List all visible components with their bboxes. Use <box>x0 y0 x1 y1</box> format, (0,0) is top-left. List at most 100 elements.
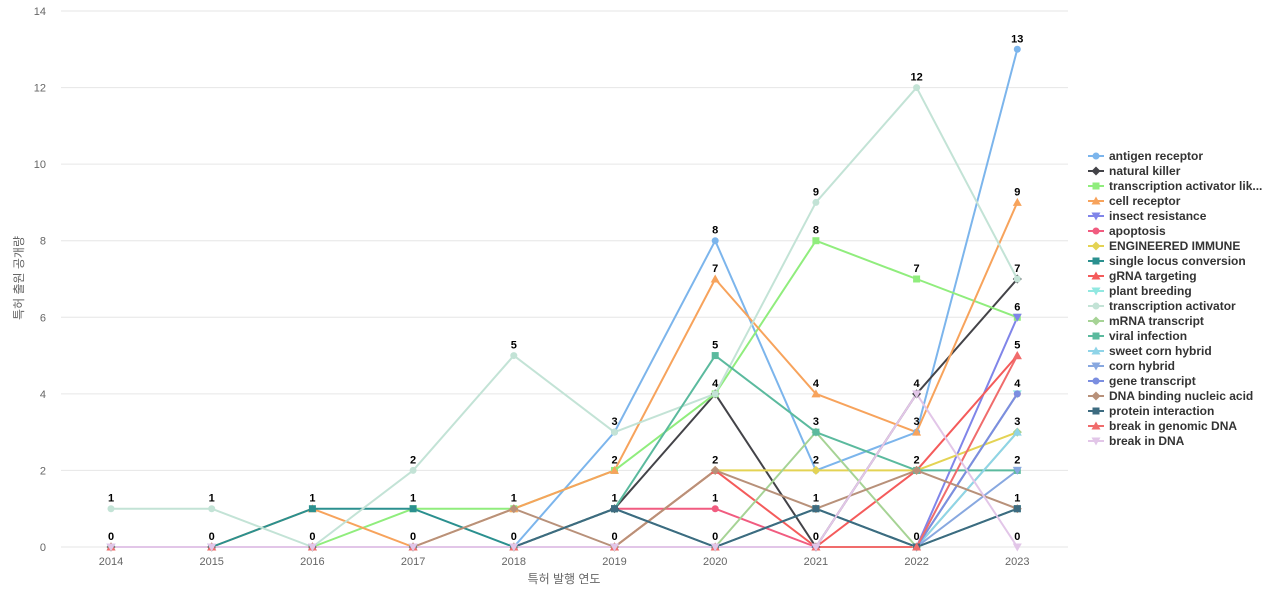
data-point-marker[interactable] <box>611 505 618 513</box>
data-point-marker[interactable] <box>1013 45 1021 53</box>
data-point-marker[interactable] <box>710 274 720 283</box>
legend-marker[interactable] <box>1092 332 1100 340</box>
data-point-marker[interactable] <box>509 504 519 514</box>
legend-marker[interactable] <box>1092 152 1100 160</box>
data-point-marker[interactable] <box>1012 197 1022 206</box>
legend-marker[interactable] <box>1091 287 1101 296</box>
data-point-marker[interactable] <box>812 428 820 436</box>
data-point-marker[interactable] <box>912 390 922 399</box>
data-point-marker[interactable] <box>106 543 116 552</box>
data-point-marker[interactable] <box>711 390 719 398</box>
data-point-marker[interactable] <box>610 465 619 474</box>
data-point-marker[interactable] <box>611 428 618 436</box>
data-point-marker[interactable] <box>208 505 216 513</box>
data-point-marker[interactable] <box>509 543 519 552</box>
legend-marker[interactable] <box>1092 227 1100 235</box>
legend-item[interactable]: insect resistance <box>1088 209 1207 223</box>
legend-item[interactable]: sweet corn hybrid <box>1088 344 1212 358</box>
data-point-marker[interactable] <box>1013 505 1021 513</box>
data-point-marker[interactable] <box>912 427 922 436</box>
legend-marker[interactable] <box>1091 196 1101 205</box>
legend-label: insect resistance <box>1109 209 1207 223</box>
data-point-marker[interactable] <box>811 465 821 475</box>
legend-marker[interactable] <box>1091 166 1101 176</box>
series-lines <box>110 48 1019 548</box>
data-point-marker[interactable] <box>711 352 719 360</box>
data-point-marker[interactable] <box>1012 543 1022 552</box>
data-point-marker[interactable] <box>1012 313 1022 322</box>
legend-item[interactable]: single locus conversion <box>1088 254 1246 268</box>
data-point-marker[interactable] <box>107 505 115 513</box>
legend-marker[interactable] <box>1091 346 1101 355</box>
data-point-marker[interactable] <box>913 84 921 92</box>
legend-item[interactable]: antigen receptor <box>1088 149 1203 163</box>
legend-item[interactable]: cell receptor <box>1088 194 1181 208</box>
series-markers[interactable] <box>106 45 1022 552</box>
data-label: 4 <box>914 378 921 390</box>
data-point-marker[interactable] <box>711 237 719 245</box>
data-point-marker[interactable] <box>812 237 820 245</box>
legend-item[interactable]: break in DNA <box>1088 434 1185 448</box>
legend-item[interactable]: gene transcript <box>1088 374 1196 388</box>
data-point-marker[interactable] <box>408 543 418 552</box>
legend-item[interactable]: apoptosis <box>1088 224 1166 238</box>
data-point-marker[interactable] <box>1012 351 1022 360</box>
data-point-marker[interactable] <box>1012 427 1022 436</box>
legend-marker[interactable] <box>1092 407 1100 415</box>
legend-item[interactable]: transcription activator lik... <box>1088 179 1262 193</box>
data-point-marker[interactable] <box>912 542 922 551</box>
data-point-marker[interactable] <box>307 543 317 552</box>
data-point-marker[interactable] <box>610 543 619 552</box>
legend-marker[interactable] <box>1091 421 1101 430</box>
data-point-marker[interactable] <box>812 198 820 206</box>
legend-marker[interactable] <box>1092 257 1100 265</box>
series-line <box>110 354 1019 548</box>
data-point-marker[interactable] <box>811 543 821 552</box>
legend-item[interactable]: plant breeding <box>1088 284 1192 298</box>
legend-label: apoptosis <box>1109 224 1166 238</box>
legend-marker[interactable] <box>1091 241 1101 251</box>
legend-item[interactable]: mRNA transcript <box>1088 314 1204 328</box>
data-point-marker[interactable] <box>409 466 417 474</box>
legend-marker[interactable] <box>1091 271 1101 280</box>
data-label: 3 <box>611 416 617 428</box>
data-point-marker[interactable] <box>1013 275 1021 283</box>
legend-marker[interactable] <box>1091 316 1101 326</box>
legend-marker[interactable] <box>1091 437 1101 446</box>
data-point-marker[interactable] <box>510 352 518 360</box>
data-label: 2 <box>410 454 416 466</box>
legend-item[interactable]: natural killer <box>1088 164 1181 178</box>
data-point-marker[interactable] <box>710 543 720 552</box>
data-point-marker[interactable] <box>812 505 820 513</box>
data-label: 0 <box>914 531 920 543</box>
legend-marker[interactable] <box>1092 182 1100 190</box>
legend-item[interactable]: ENGINEERED IMMUNE <box>1088 239 1240 253</box>
legend-item[interactable]: protein interaction <box>1088 404 1214 418</box>
data-label: 0 <box>309 531 315 543</box>
legend-marker[interactable] <box>1091 362 1101 371</box>
legend-item[interactable]: corn hybrid <box>1088 359 1175 373</box>
data-point-marker[interactable] <box>913 275 921 283</box>
data-point-marker[interactable] <box>711 505 719 513</box>
legend-item[interactable]: DNA binding nucleic acid <box>1088 389 1253 403</box>
data-point-marker[interactable] <box>207 543 217 552</box>
data-point-marker[interactable] <box>710 465 720 475</box>
data-point-marker[interactable] <box>409 505 417 513</box>
legend-marker[interactable] <box>1092 302 1100 310</box>
x-tick-label: 2021 <box>804 556 828 568</box>
legend-marker[interactable] <box>1091 212 1101 221</box>
x-tick-label: 2016 <box>300 556 324 568</box>
legend-item[interactable]: viral infection <box>1088 329 1187 343</box>
legend-marker[interactable] <box>1092 377 1100 385</box>
legend-item[interactable]: break in genomic DNA <box>1088 419 1237 433</box>
data-label: 0 <box>108 531 114 543</box>
data-point-marker[interactable] <box>1013 390 1021 398</box>
data-point-marker[interactable] <box>811 389 821 398</box>
legend-item[interactable]: transcription activator <box>1088 299 1236 313</box>
data-point-marker[interactable] <box>308 505 316 513</box>
data-point-marker[interactable] <box>1012 466 1022 475</box>
legend-item[interactable]: gRNA targeting <box>1088 269 1197 283</box>
data-point-marker[interactable] <box>912 465 922 475</box>
legend-marker[interactable] <box>1091 391 1101 401</box>
